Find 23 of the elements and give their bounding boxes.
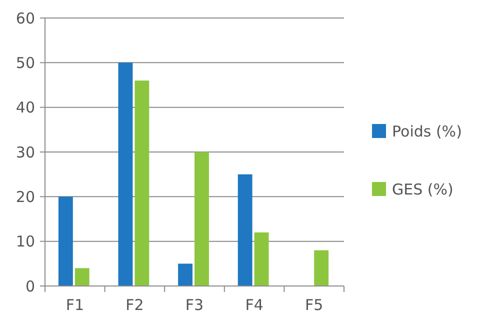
bar [118, 62, 133, 286]
y-tick-label: 40 [16, 98, 35, 117]
bar [178, 264, 192, 286]
y-tick-label: 30 [16, 143, 35, 162]
x-tick-label: F3 [185, 296, 204, 314]
bar [134, 80, 150, 286]
bar [254, 232, 269, 286]
bar [58, 196, 73, 286]
x-tick-label: F5 [305, 296, 324, 314]
y-tick-label: 10 [16, 232, 35, 251]
legend-label: GES (%) [392, 180, 454, 198]
x-tick-label: F1 [66, 296, 84, 314]
legend-label: Poids (%) [392, 122, 462, 140]
bar [74, 268, 90, 286]
bar [238, 174, 252, 286]
y-tick-label: 20 [16, 188, 35, 206]
y-tick-label: 50 [16, 54, 35, 72]
bar [314, 250, 329, 286]
y-tick-label: 0 [25, 277, 35, 296]
bar [194, 152, 209, 286]
x-tick-label: F4 [245, 296, 264, 314]
x-tick-label: F2 [126, 296, 144, 314]
y-tick-label: 60 [16, 9, 35, 28]
